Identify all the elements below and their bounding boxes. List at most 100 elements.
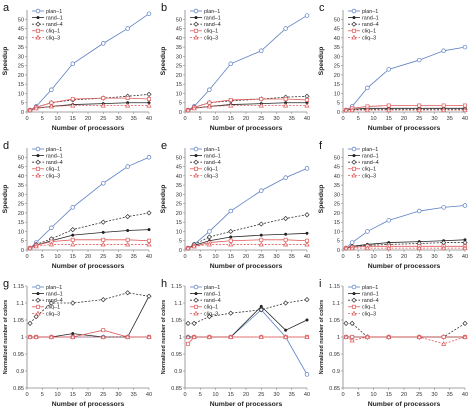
y-tick-label: 10 xyxy=(176,91,182,97)
legend-item: rand–1 xyxy=(32,154,63,160)
marker-cliq-3-6 xyxy=(146,241,152,247)
series-line xyxy=(29,244,149,249)
legend-label: cliq–1 xyxy=(204,305,218,311)
series-line xyxy=(29,229,150,249)
y-tick-label: 25 xyxy=(18,202,24,208)
x-tick-label: 35 xyxy=(131,392,137,398)
legend-item: cliq–1 xyxy=(32,167,60,173)
x-tick-label: 30 xyxy=(273,254,279,260)
legend-item: cliq–3 xyxy=(32,172,60,179)
marker-plan-1-4 xyxy=(416,208,422,214)
x-tick-label: 30 xyxy=(431,254,437,260)
panel-letter: i xyxy=(319,278,321,290)
marker-rand-1-legend xyxy=(36,154,40,158)
marker-plan-1-3 xyxy=(386,218,391,223)
x-tick-label: 20 xyxy=(401,254,407,260)
marker-plan-1-6 xyxy=(462,203,468,208)
marker-cliq-3-0 xyxy=(343,334,349,339)
y-axis-label: Normalized number of colors xyxy=(3,300,9,375)
x-tick-label: 30 xyxy=(115,116,121,122)
x-tick-label: 40 xyxy=(462,254,468,260)
y-tick-label: 20 xyxy=(176,211,182,217)
panel-letter: b xyxy=(161,2,167,14)
x-tick-label: 40 xyxy=(146,254,152,260)
marker-cliq-3-5 xyxy=(283,102,289,108)
marker-cliq-3-3 xyxy=(70,334,76,339)
marker-cliq-3-0 xyxy=(343,107,349,113)
x-tick-label: 10 xyxy=(54,116,60,122)
legend-label: cliq–3 xyxy=(46,311,60,317)
legend-label: plan–1 xyxy=(362,147,378,153)
x-tick-label: 0 xyxy=(25,392,28,398)
legend-item: cliq–1 xyxy=(190,305,218,311)
series-cliq-1 xyxy=(344,244,467,251)
legend-item: cliq–1 xyxy=(190,167,218,173)
marker-plan-1-2 xyxy=(365,229,370,234)
x-tick-label: 10 xyxy=(54,254,60,260)
x-tick-label: 0 xyxy=(341,116,344,122)
marker-cliq-3-2 xyxy=(364,245,370,251)
marker-cliq-3-2 xyxy=(364,107,370,113)
y-axis-label: Speedup xyxy=(2,185,9,214)
marker-plan-1-3 xyxy=(228,61,233,67)
legend-item: rand–1 xyxy=(190,154,221,160)
x-tick-label: 0 xyxy=(183,392,186,398)
x-tick-label: 35 xyxy=(289,392,295,398)
chart-svg-h: h 0.85 0.9 0.95 1 1.05 1.1 1.15 0 5 10 15 20 25 30 35 40… xyxy=(161,278,310,408)
marker-cliq-1-5 xyxy=(125,237,130,242)
y-tick-label: 45 xyxy=(176,165,182,171)
series-line xyxy=(187,105,307,111)
y-tick-label: 1.15 xyxy=(329,284,340,290)
series-rand-4 xyxy=(343,106,468,113)
marker-rand-4-legend xyxy=(351,159,357,165)
legend-label: rand–1 xyxy=(204,154,221,160)
legend-item: cliq–1 xyxy=(348,305,376,311)
marker-cliq-1-4 xyxy=(417,103,422,108)
legend-label: plan–1 xyxy=(204,147,220,153)
x-tick-label: 10 xyxy=(212,392,218,398)
legend-item: cliq–1 xyxy=(190,29,218,35)
x-tick-label: 35 xyxy=(447,392,453,398)
x-tick-label: 30 xyxy=(115,392,121,398)
marker-rand-1-6 xyxy=(305,231,309,235)
marker-rand-1-3 xyxy=(229,235,233,239)
legend-item: cliq–3 xyxy=(348,34,376,41)
y-tick-label: 1 xyxy=(179,335,182,341)
y-tick-label: 20 xyxy=(176,73,182,79)
y-axis-label: Speedup xyxy=(2,47,9,76)
y-tick-label: 45 xyxy=(176,27,182,33)
chart-svg-a: a 0 5 10 15 20 25 30 35 40 45 50 0 5 10 15 20 25 30 35 40 Num… xyxy=(2,2,152,132)
y-tick-label: 0.85 xyxy=(171,386,182,392)
y-tick-label: 15 xyxy=(18,220,24,226)
legend-item: plan–1 xyxy=(32,146,62,153)
legend-label: plan–1 xyxy=(46,285,62,291)
x-tick-label: 30 xyxy=(431,392,437,398)
marker-cliq-3-5 xyxy=(125,241,131,247)
x-tick-label: 20 xyxy=(85,254,91,260)
x-tick-label: 25 xyxy=(416,392,422,398)
y-tick-label: 25 xyxy=(176,202,182,208)
legend-item: cliq–1 xyxy=(32,29,60,35)
marker-cliq-1-legend xyxy=(194,166,198,171)
marker-rand-1-6 xyxy=(147,228,151,232)
series-rand-4 xyxy=(343,320,468,340)
legend-item: cliq–3 xyxy=(190,172,218,179)
x-tick-label: 20 xyxy=(243,116,249,122)
chart-panel-i: i 0.85 0.9 0.95 1 1.05 1.1 1.15 0 5 10 15 20 25 30 35 40… xyxy=(316,276,474,414)
x-tick-label: 10 xyxy=(212,254,218,260)
x-tick-label: 10 xyxy=(212,116,218,122)
legend-label: cliq–1 xyxy=(362,167,376,173)
marker-cliq-3-3 xyxy=(70,241,76,247)
panel-letter: a xyxy=(3,2,10,14)
series-cliq-3 xyxy=(185,334,310,339)
marker-cliq-3-5 xyxy=(441,245,447,251)
y-tick-label: 0 xyxy=(179,110,182,116)
y-tick-label: 50 xyxy=(334,155,340,161)
marker-rand-1-5 xyxy=(284,232,288,236)
legend-label: rand–4 xyxy=(46,298,63,304)
chart-svg-c: c 0 5 10 15 20 25 30 35 40 45 50 0 5 10 15 20 25 30 35 40 Num… xyxy=(318,2,468,132)
marker-rand-1-legend xyxy=(194,292,198,296)
marker-rand-4-0 xyxy=(343,320,349,326)
chart-svg-f: f 0 5 10 15 20 25 30 35 40 45 50 0 5 10 15 20 25 30 35 40 Num… xyxy=(318,140,468,270)
